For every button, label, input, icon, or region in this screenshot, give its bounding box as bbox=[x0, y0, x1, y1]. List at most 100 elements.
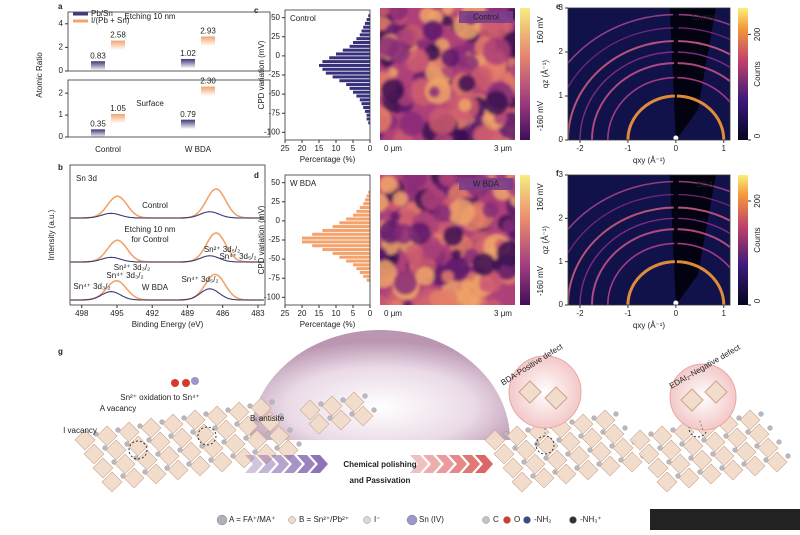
grain bbox=[390, 300, 403, 305]
histogram-bar bbox=[363, 105, 370, 110]
grain bbox=[473, 125, 494, 140]
legend-swatch bbox=[482, 516, 490, 524]
y-axis-label: qz (Å⁻¹) bbox=[541, 60, 550, 89]
atom bbox=[190, 429, 196, 435]
scale-label: 3 μm bbox=[494, 309, 512, 318]
y-tick-label: 1 bbox=[559, 91, 564, 100]
atom bbox=[578, 433, 584, 439]
colorbar bbox=[738, 8, 748, 140]
grain bbox=[419, 8, 436, 24]
histogram-bar bbox=[363, 25, 370, 29]
scale-label: 0 μm bbox=[384, 309, 402, 318]
atom bbox=[732, 447, 738, 453]
grain bbox=[393, 271, 418, 295]
x-tick-label: 20 bbox=[298, 309, 307, 318]
y-tick-label: -25 bbox=[268, 70, 280, 79]
x-axis-label: qxy (Å⁻¹) bbox=[633, 321, 666, 330]
atom bbox=[115, 427, 121, 433]
octahedron bbox=[704, 431, 726, 453]
histogram-bar bbox=[368, 14, 370, 18]
grain bbox=[380, 175, 397, 194]
defect-marker bbox=[197, 426, 217, 446]
grain bbox=[433, 132, 452, 140]
y-tick-label: 3 bbox=[559, 170, 564, 179]
y-tick-label: 0 bbox=[276, 51, 281, 60]
atom bbox=[146, 437, 152, 443]
octahedron bbox=[101, 471, 123, 493]
octahedron bbox=[704, 380, 728, 404]
chevron bbox=[258, 455, 276, 473]
x-tick-label: -2 bbox=[576, 309, 584, 318]
atom bbox=[102, 445, 108, 451]
crystal-right-b bbox=[629, 409, 791, 493]
atom bbox=[340, 397, 346, 403]
octahedron bbox=[612, 437, 634, 459]
histogram-bar bbox=[322, 228, 370, 232]
octahedron bbox=[691, 449, 713, 471]
grain bbox=[451, 249, 462, 260]
grain bbox=[380, 106, 392, 133]
atom bbox=[543, 455, 549, 461]
histogram-bar bbox=[359, 205, 370, 210]
bar bbox=[111, 40, 125, 50]
atom bbox=[745, 429, 751, 435]
histogram-bar bbox=[356, 37, 370, 41]
histogram-bar bbox=[353, 263, 370, 267]
octahedron bbox=[621, 451, 643, 473]
x-tick-label: W BDA bbox=[185, 145, 212, 154]
octahedron bbox=[533, 467, 555, 489]
histogram-bar bbox=[302, 240, 370, 244]
y-tick-label: 2 bbox=[559, 47, 564, 56]
octahedron bbox=[590, 441, 612, 463]
atom bbox=[591, 415, 597, 421]
atom bbox=[534, 441, 540, 447]
grain bbox=[502, 285, 515, 305]
atom bbox=[142, 469, 148, 475]
histogram-bar bbox=[312, 244, 370, 248]
giwaxs-image bbox=[568, 175, 730, 305]
grain bbox=[390, 211, 401, 222]
callout bbox=[669, 363, 737, 431]
peak-label: Sn⁴⁺ 3d₅/₂ bbox=[181, 275, 218, 284]
legend-label: Pb/Sn bbox=[91, 9, 113, 18]
octahedron bbox=[167, 459, 189, 481]
grain bbox=[448, 199, 475, 226]
atom bbox=[530, 473, 536, 479]
atom bbox=[675, 473, 681, 479]
atom bbox=[688, 455, 694, 461]
x-tick-label: 1 bbox=[722, 144, 727, 153]
halo bbox=[250, 330, 510, 440]
image-texture bbox=[380, 8, 515, 140]
colorbar bbox=[520, 175, 530, 305]
atom bbox=[177, 447, 183, 453]
grain bbox=[484, 90, 509, 116]
atom bbox=[212, 425, 218, 431]
octahedron bbox=[136, 449, 158, 471]
atom bbox=[269, 399, 275, 405]
axes-frame bbox=[69, 164, 266, 306]
octahedron bbox=[744, 455, 766, 477]
y-tick-label: -75 bbox=[268, 273, 280, 282]
peak-label: Sn⁴⁺ 3d₃/₂ bbox=[73, 282, 110, 291]
bar bbox=[201, 36, 215, 46]
y-tick-label: 2 bbox=[559, 213, 564, 222]
octahedron bbox=[581, 427, 603, 449]
image-label-bg bbox=[459, 11, 513, 23]
octahedron bbox=[140, 417, 162, 439]
grain bbox=[482, 298, 502, 305]
atom bbox=[521, 459, 527, 465]
y-axis-label: qz (Å⁻¹) bbox=[541, 226, 550, 255]
atom bbox=[741, 461, 747, 467]
atom bbox=[556, 437, 562, 443]
atom bbox=[296, 441, 302, 447]
octahedron bbox=[511, 471, 533, 493]
octahedron bbox=[506, 425, 528, 447]
octahedron bbox=[184, 409, 206, 431]
grain bbox=[482, 37, 511, 66]
image-label: W BDA bbox=[473, 180, 500, 189]
missing-wedge bbox=[672, 175, 679, 305]
grain bbox=[442, 175, 453, 185]
grain bbox=[422, 19, 444, 41]
octahedron bbox=[246, 429, 268, 451]
annotation: Chemical polishing bbox=[343, 460, 416, 469]
